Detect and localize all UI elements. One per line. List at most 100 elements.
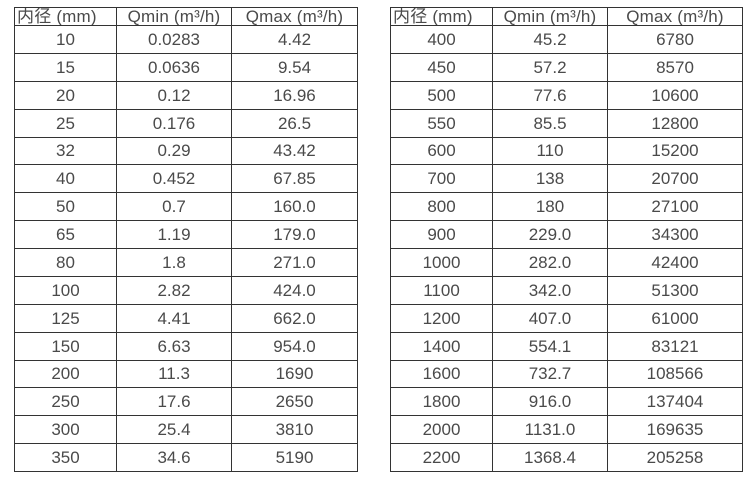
flow-spec-table-right: 内径 (mm) Qmin (m³/h) Qmax (m³/h) 400 45.2 6… <box>390 7 743 472</box>
table-cell: 200 <box>14 359 117 389</box>
table-cell: 1131.0 <box>492 415 608 445</box>
table-row: 600 110 15200 <box>390 136 743 166</box>
table-cell: 15 <box>14 52 117 82</box>
table-cell: 800 <box>390 192 493 222</box>
table-cell: 26.5 <box>231 108 358 138</box>
table-cell: 10 <box>14 25 117 54</box>
table-cell: 179.0 <box>231 220 358 249</box>
table-row: 100 2.82 424.0 <box>14 275 358 305</box>
table-cell: 4.41 <box>116 303 232 333</box>
table-cell: 205258 <box>607 443 743 472</box>
table-row: 450 57.2 8570 <box>390 52 743 82</box>
table-cell: 25 <box>14 108 117 138</box>
table-row: 32 0.29 43.42 <box>14 136 358 166</box>
table-cell: 67.85 <box>231 164 358 194</box>
table-cell: 6.63 <box>116 331 232 361</box>
table-cell: 662.0 <box>231 303 358 333</box>
table-cell: 9.54 <box>231 52 358 82</box>
table-row: 1800 916.0 137404 <box>390 387 743 417</box>
table-cell: 954.0 <box>231 331 358 361</box>
table-cell: 51300 <box>607 275 743 305</box>
table-row: 15 0.0636 9.54 <box>14 52 358 82</box>
table-cell: 1200 <box>390 303 493 333</box>
table-cell: 61000 <box>607 303 743 333</box>
table-row: 700 138 20700 <box>390 164 743 194</box>
table-cell: 1100 <box>390 275 493 305</box>
header-row: 内径 (mm) Qmin (m³/h) Qmax (m³/h) <box>390 7 743 26</box>
table-row: 80 1.8 271.0 <box>14 248 358 277</box>
table-cell: 1690 <box>231 359 358 389</box>
table-cell: 160.0 <box>231 192 358 222</box>
table-cell: 0.29 <box>116 136 232 166</box>
table-row: 1200 407.0 61000 <box>390 303 743 333</box>
table-cell: 400 <box>390 25 493 54</box>
table-cell: 3810 <box>231 415 358 445</box>
table-row: 2000 1131.0 169635 <box>390 415 743 445</box>
header-qmax: Qmax (m³/h) <box>231 7 358 26</box>
table-cell: 85.5 <box>492 108 608 138</box>
table-cell: 0.0636 <box>116 52 232 82</box>
table-cell: 12800 <box>607 108 743 138</box>
table-row: 800 180 27100 <box>390 192 743 222</box>
table-body: 10 0.0283 4.42 15 0.0636 9.54 20 0.12 16.96 25 0.1… <box>14 25 358 472</box>
table-row: 65 1.19 179.0 <box>14 220 358 249</box>
table-cell: 10600 <box>607 80 743 110</box>
table-row: 300 25.4 3810 <box>14 415 358 445</box>
table-row: 400 45.2 6780 <box>390 25 743 54</box>
table-cell: 6780 <box>607 25 743 54</box>
table-cell: 2650 <box>231 387 358 417</box>
table-cell: 282.0 <box>492 248 608 277</box>
table-cell: 1.8 <box>116 248 232 277</box>
table-row: 40 0.452 67.85 <box>14 164 358 194</box>
table-cell: 83121 <box>607 331 743 361</box>
table-header: 内径 (mm) Qmin (m³/h) Qmax (m³/h) <box>14 7 358 26</box>
table-cell: 1000 <box>390 248 493 277</box>
table-cell: 20700 <box>607 164 743 194</box>
table-cell: 20 <box>14 80 117 110</box>
header-qmin: Qmin (m³/h) <box>492 7 608 26</box>
table-row: 250 17.6 2650 <box>14 387 358 417</box>
table-cell: 550 <box>390 108 493 138</box>
table-cell: 1.19 <box>116 220 232 249</box>
table-cell: 16.96 <box>231 80 358 110</box>
table-cell: 110 <box>492 136 608 166</box>
table-cell: 424.0 <box>231 275 358 305</box>
table-row: 1000 282.0 42400 <box>390 248 743 277</box>
table-row: 125 4.41 662.0 <box>14 303 358 333</box>
table-cell: 0.452 <box>116 164 232 194</box>
table-cell: 138 <box>492 164 608 194</box>
table-cell: 700 <box>390 164 493 194</box>
table-row: 50 0.7 160.0 <box>14 192 358 222</box>
table-cell: 65 <box>14 220 117 249</box>
table-cell: 43.42 <box>231 136 358 166</box>
table-cell: 0.7 <box>116 192 232 222</box>
table-row: 500 77.6 10600 <box>390 80 743 110</box>
table-row: 25 0.176 26.5 <box>14 108 358 138</box>
table-cell: 80 <box>14 248 117 277</box>
table-cell: 27100 <box>607 192 743 222</box>
table-row: 200 11.3 1690 <box>14 359 358 389</box>
table-row: 20 0.12 16.96 <box>14 80 358 110</box>
table-cell: 34.6 <box>116 443 232 472</box>
header-qmin: Qmin (m³/h) <box>116 7 232 26</box>
table-cell: 34300 <box>607 220 743 249</box>
table-row: 10 0.0283 4.42 <box>14 25 358 54</box>
table-cell: 42400 <box>607 248 743 277</box>
table-cell: 15200 <box>607 136 743 166</box>
table-cell: 271.0 <box>231 248 358 277</box>
table-cell: 554.1 <box>492 331 608 361</box>
table-cell: 50 <box>14 192 117 222</box>
table-cell: 150 <box>14 331 117 361</box>
table-cell: 916.0 <box>492 387 608 417</box>
table-cell: 125 <box>14 303 117 333</box>
table-row: 150 6.63 954.0 <box>14 331 358 361</box>
table-cell: 40 <box>14 164 117 194</box>
table-cell: 5190 <box>231 443 358 472</box>
table-cell: 350 <box>14 443 117 472</box>
table-cell: 8570 <box>607 52 743 82</box>
table-cell: 2000 <box>390 415 493 445</box>
table-row: 1100 342.0 51300 <box>390 275 743 305</box>
table-cell: 137404 <box>607 387 743 417</box>
table-row: 2200 1368.4 205258 <box>390 443 743 472</box>
